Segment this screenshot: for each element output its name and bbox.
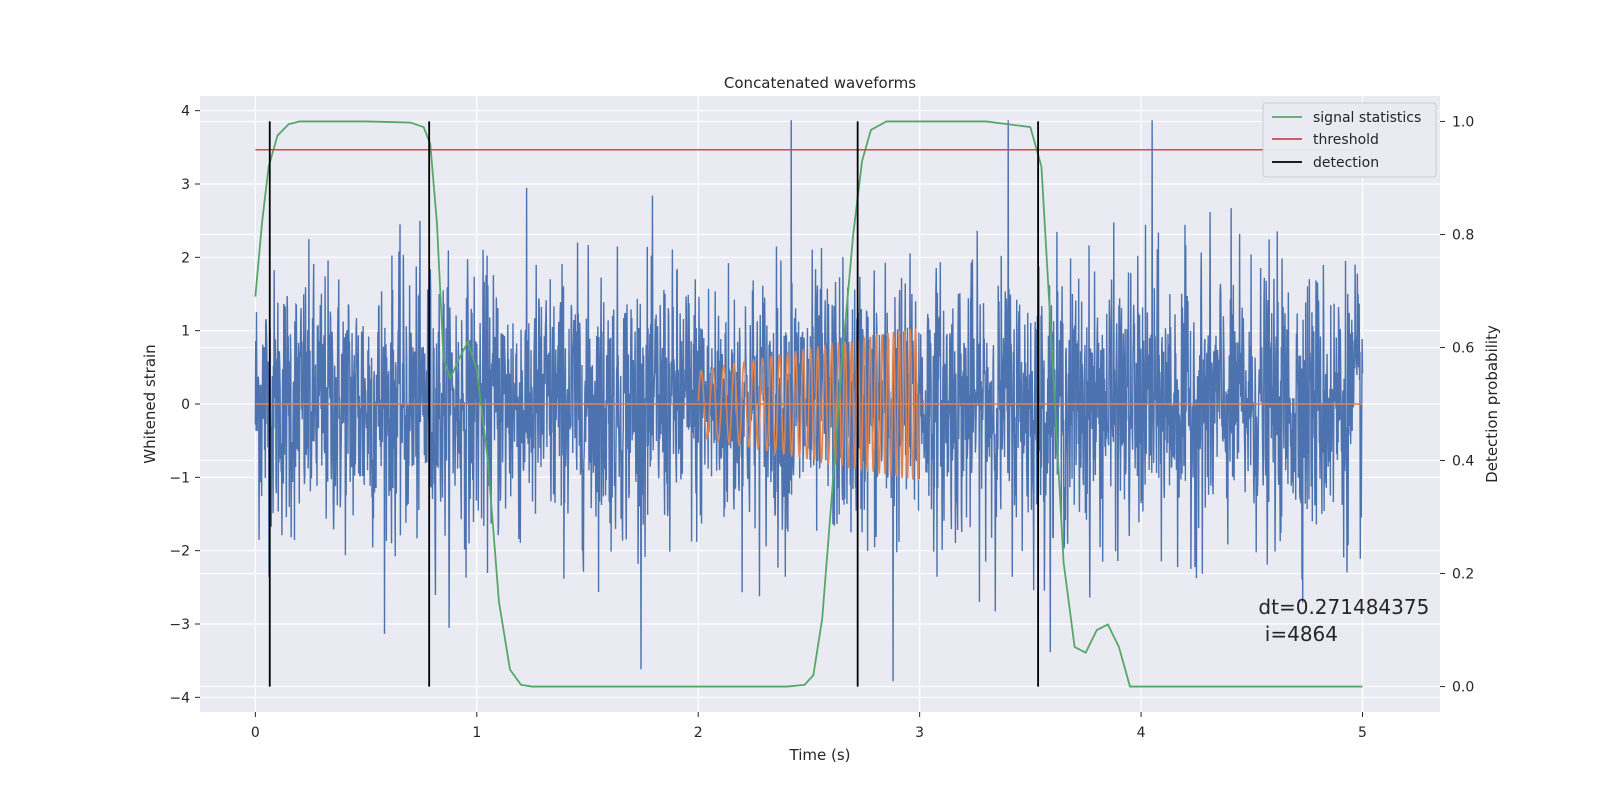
y-axis-right-title: Detection probability bbox=[1483, 325, 1501, 483]
y-tick-label: 2 bbox=[181, 250, 190, 266]
signal-statistics-series bbox=[254, 120, 1363, 688]
y-tick-label: 0 bbox=[181, 397, 190, 413]
y-right-tick-label: 0.0 bbox=[1452, 680, 1474, 696]
y-tick-label: −3 bbox=[169, 617, 190, 633]
y-tick-label: −2 bbox=[169, 544, 190, 560]
x-tick-label: 3 bbox=[915, 725, 924, 741]
y-axis-title: Whitened strain bbox=[141, 344, 159, 463]
legend: signal statistics threshold detection bbox=[1262, 102, 1437, 178]
x-tick-label: 2 bbox=[694, 725, 703, 741]
y-tick-label: 1 bbox=[181, 324, 190, 340]
x-axis-title: Time (s) bbox=[789, 746, 851, 764]
x-tick-label: 0 bbox=[251, 725, 260, 741]
legend-box bbox=[1262, 102, 1437, 178]
legend-label-detection: detection bbox=[1313, 155, 1379, 171]
y-tick-label: 4 bbox=[181, 104, 190, 120]
chart-title: Concatenated waveforms bbox=[724, 74, 916, 92]
detection-series bbox=[268, 121, 1040, 687]
legend-label-threshold: threshold bbox=[1313, 132, 1379, 148]
y-tick-label: −1 bbox=[169, 470, 190, 486]
signal-statistics-line bbox=[254, 120, 1363, 688]
y-right-tick-label: 0.4 bbox=[1452, 454, 1474, 470]
x-tick-label: 4 bbox=[1137, 725, 1146, 741]
y-tick-label: 3 bbox=[181, 177, 190, 193]
injection-series bbox=[255, 327, 1363, 481]
x-tick-label: 1 bbox=[472, 725, 481, 741]
y-right-tick-label: 1.0 bbox=[1452, 114, 1474, 130]
injection-chirp bbox=[697, 327, 921, 481]
legend-label-signal-statistics: signal statistics bbox=[1313, 110, 1421, 126]
y-right-tick-label: 0.6 bbox=[1452, 340, 1474, 356]
y-right-tick-label: 0.2 bbox=[1452, 567, 1474, 583]
annotation-dt: dt=0.271484375 bbox=[1258, 595, 1429, 619]
annotation-i: i=4864 bbox=[1258, 622, 1338, 646]
ticks: 0 1 2 3 4 5 −4 −3 −2 −1 0 1 2 3 4 0.0 0.2 0.4 0.6 0.8 1.0 bbox=[169, 104, 1474, 741]
x-tick-label: 5 bbox=[1358, 725, 1367, 741]
y-right-tick-label: 0.8 bbox=[1452, 227, 1474, 243]
y-tick-label: −4 bbox=[169, 690, 190, 706]
